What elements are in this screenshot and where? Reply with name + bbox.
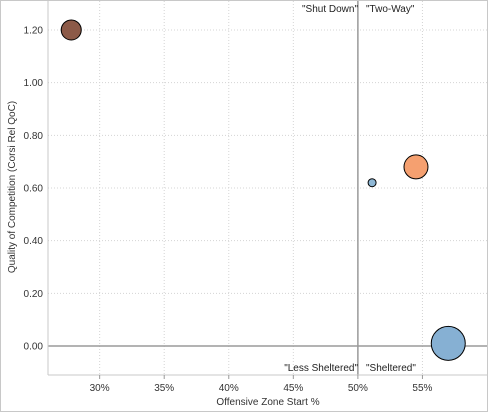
y-axis-title: Quality of Competition (Corsi Rel QoC)	[7, 101, 18, 273]
x-tick-label: 55%	[412, 383, 432, 394]
data-point	[430, 325, 466, 361]
x-tick-label: 45%	[283, 383, 303, 394]
data-point	[367, 178, 377, 188]
data-points	[60, 19, 466, 361]
data-point	[60, 19, 82, 41]
y-tick-label: 1.00	[24, 78, 44, 89]
grid	[48, 1, 487, 375]
y-tick-label: 0.80	[24, 131, 44, 142]
quadrant-label-bottom-left: "Less Sheltered"	[284, 363, 358, 374]
axes: 30% 35% 40% 45% 50% 55% 0.00 0.20 0.40 0.60 0.80 1.…	[24, 1, 487, 394]
x-tick-label: 30%	[90, 383, 110, 394]
data-point	[403, 154, 429, 180]
y-tick-label: 0.60	[24, 184, 44, 195]
y-tick-label: 0.40	[24, 236, 44, 247]
y-tick-label: 1.20	[24, 25, 44, 36]
y-tick-label: 0.20	[24, 289, 44, 300]
y-tick-label: 0.00	[24, 342, 44, 353]
reference-lines	[48, 1, 487, 375]
x-axis-title: Offensive Zone Start %	[216, 397, 319, 408]
quadrant-label-bottom-right: "Sheltered"	[366, 363, 416, 374]
x-tick-label: 35%	[154, 383, 174, 394]
quadrant-label-top-right: "Two-Way"	[366, 4, 415, 15]
x-tick-label: 50%	[348, 383, 368, 394]
x-tick-label: 40%	[219, 383, 239, 394]
quadrant-label-top-left: "Shut Down"	[302, 4, 358, 15]
